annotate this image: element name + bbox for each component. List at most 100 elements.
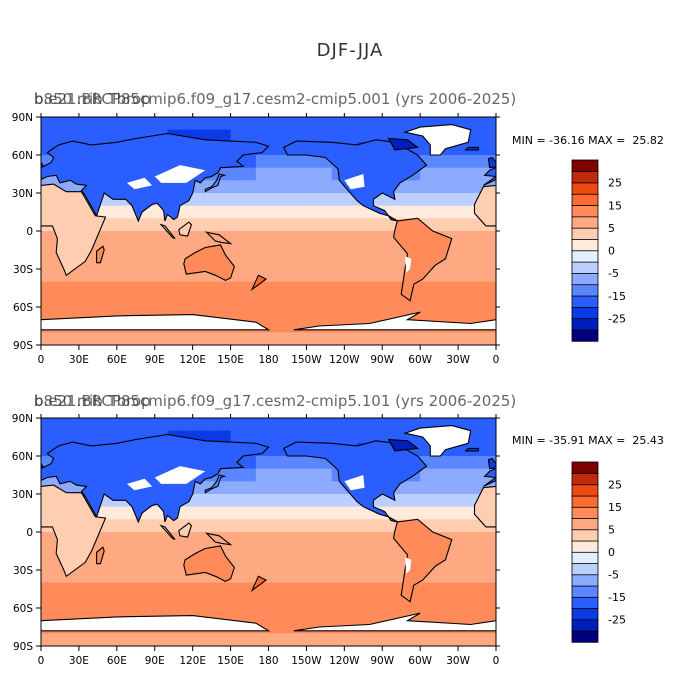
field-cell (243, 243, 257, 257)
field-cell (319, 468, 333, 482)
y-tick-label: 30N (12, 188, 33, 200)
field-cell (470, 608, 484, 622)
field-cell (41, 532, 55, 546)
field-cell (470, 294, 484, 308)
field-cell (268, 142, 282, 156)
field-cell (293, 319, 308, 333)
field-cell (104, 218, 118, 232)
field-cell (331, 332, 345, 345)
field-cell (369, 519, 383, 533)
field-cell (382, 582, 396, 596)
field-cell (41, 281, 55, 295)
field-cell (41, 307, 55, 321)
field-cell (319, 307, 333, 321)
field-cell (255, 532, 270, 546)
field-cell (154, 633, 168, 646)
x-tick-label: 0 (493, 655, 500, 667)
field-cell (407, 205, 421, 219)
field-cell (483, 570, 496, 584)
field-cell (432, 468, 447, 482)
field-cell (41, 418, 55, 432)
field-cell (230, 506, 244, 520)
missing-data-region (344, 174, 365, 190)
field-cell (306, 633, 320, 646)
field-cell (255, 231, 270, 245)
field-cell (331, 307, 345, 321)
field-cell (116, 595, 131, 609)
field-cell (445, 180, 459, 194)
field-cell (483, 557, 496, 571)
field-cell (344, 332, 358, 345)
land-newguinea (662, 232, 686, 243)
field-cell (470, 231, 484, 245)
field-cell (255, 595, 270, 609)
field-cell (331, 418, 345, 432)
field-cell (180, 281, 194, 295)
field-cell (104, 256, 118, 270)
field-cell (129, 532, 143, 546)
field-cell (306, 205, 320, 219)
x-tick-label: 0 (38, 655, 45, 667)
field-cell (154, 595, 168, 609)
field-cell (255, 456, 270, 470)
land-africa (473, 485, 496, 528)
field-cell (116, 205, 131, 219)
field-cell (230, 468, 244, 482)
y-tick-label: 60S (13, 603, 33, 615)
field-cell (420, 494, 434, 508)
colorbar-swatch (571, 574, 599, 587)
field-cell (167, 418, 181, 432)
field-cell (217, 608, 232, 622)
land-nz (250, 274, 268, 291)
field-cell (142, 633, 156, 646)
field-cell (420, 582, 434, 596)
field-cell (470, 468, 484, 482)
field-cell (129, 269, 143, 283)
field-cell (154, 243, 168, 257)
field-cell (293, 506, 308, 520)
field-cell (53, 430, 67, 444)
field-cell (255, 256, 270, 270)
land-australia (639, 546, 690, 582)
field-cell (104, 418, 118, 432)
field-cell (356, 595, 371, 609)
field-cell (41, 269, 55, 283)
field-cell (394, 633, 409, 646)
colorbar-swatch (571, 551, 599, 564)
colorbar-swatch (571, 317, 599, 331)
field-cell (180, 205, 194, 219)
field-cell (41, 557, 55, 571)
field-cell (268, 332, 282, 345)
field-cell (205, 193, 219, 207)
field-cell (306, 117, 320, 131)
field-cell (306, 430, 320, 444)
field-cell (192, 494, 206, 508)
field-cell (268, 231, 282, 245)
field-cell (369, 532, 383, 546)
field-cell (319, 481, 333, 495)
land-newguinea (204, 532, 233, 546)
panel-2-overlay-title: b850 rrib Tbrop (34, 392, 151, 410)
field-cell (483, 582, 496, 596)
colorbar-swatch (571, 329, 599, 342)
field-cell (243, 506, 257, 520)
field-cell (217, 205, 232, 219)
field-cell (293, 256, 308, 270)
field-cell (268, 294, 282, 308)
field-cell (420, 307, 434, 321)
field-cell (458, 167, 472, 181)
field-cell (116, 557, 131, 571)
y-tick-label: 90N (12, 112, 33, 124)
field-cell (293, 481, 308, 495)
field-cell (230, 117, 244, 131)
field-cell (470, 430, 484, 444)
land-madagascar (552, 246, 560, 263)
colorbar-swatch (571, 607, 599, 621)
field-cell (458, 243, 472, 257)
x-tick-label: 150W (291, 354, 322, 366)
field-cell (205, 294, 219, 308)
field-cell (319, 294, 333, 308)
field-cell (243, 180, 257, 194)
field-cell (369, 281, 383, 295)
